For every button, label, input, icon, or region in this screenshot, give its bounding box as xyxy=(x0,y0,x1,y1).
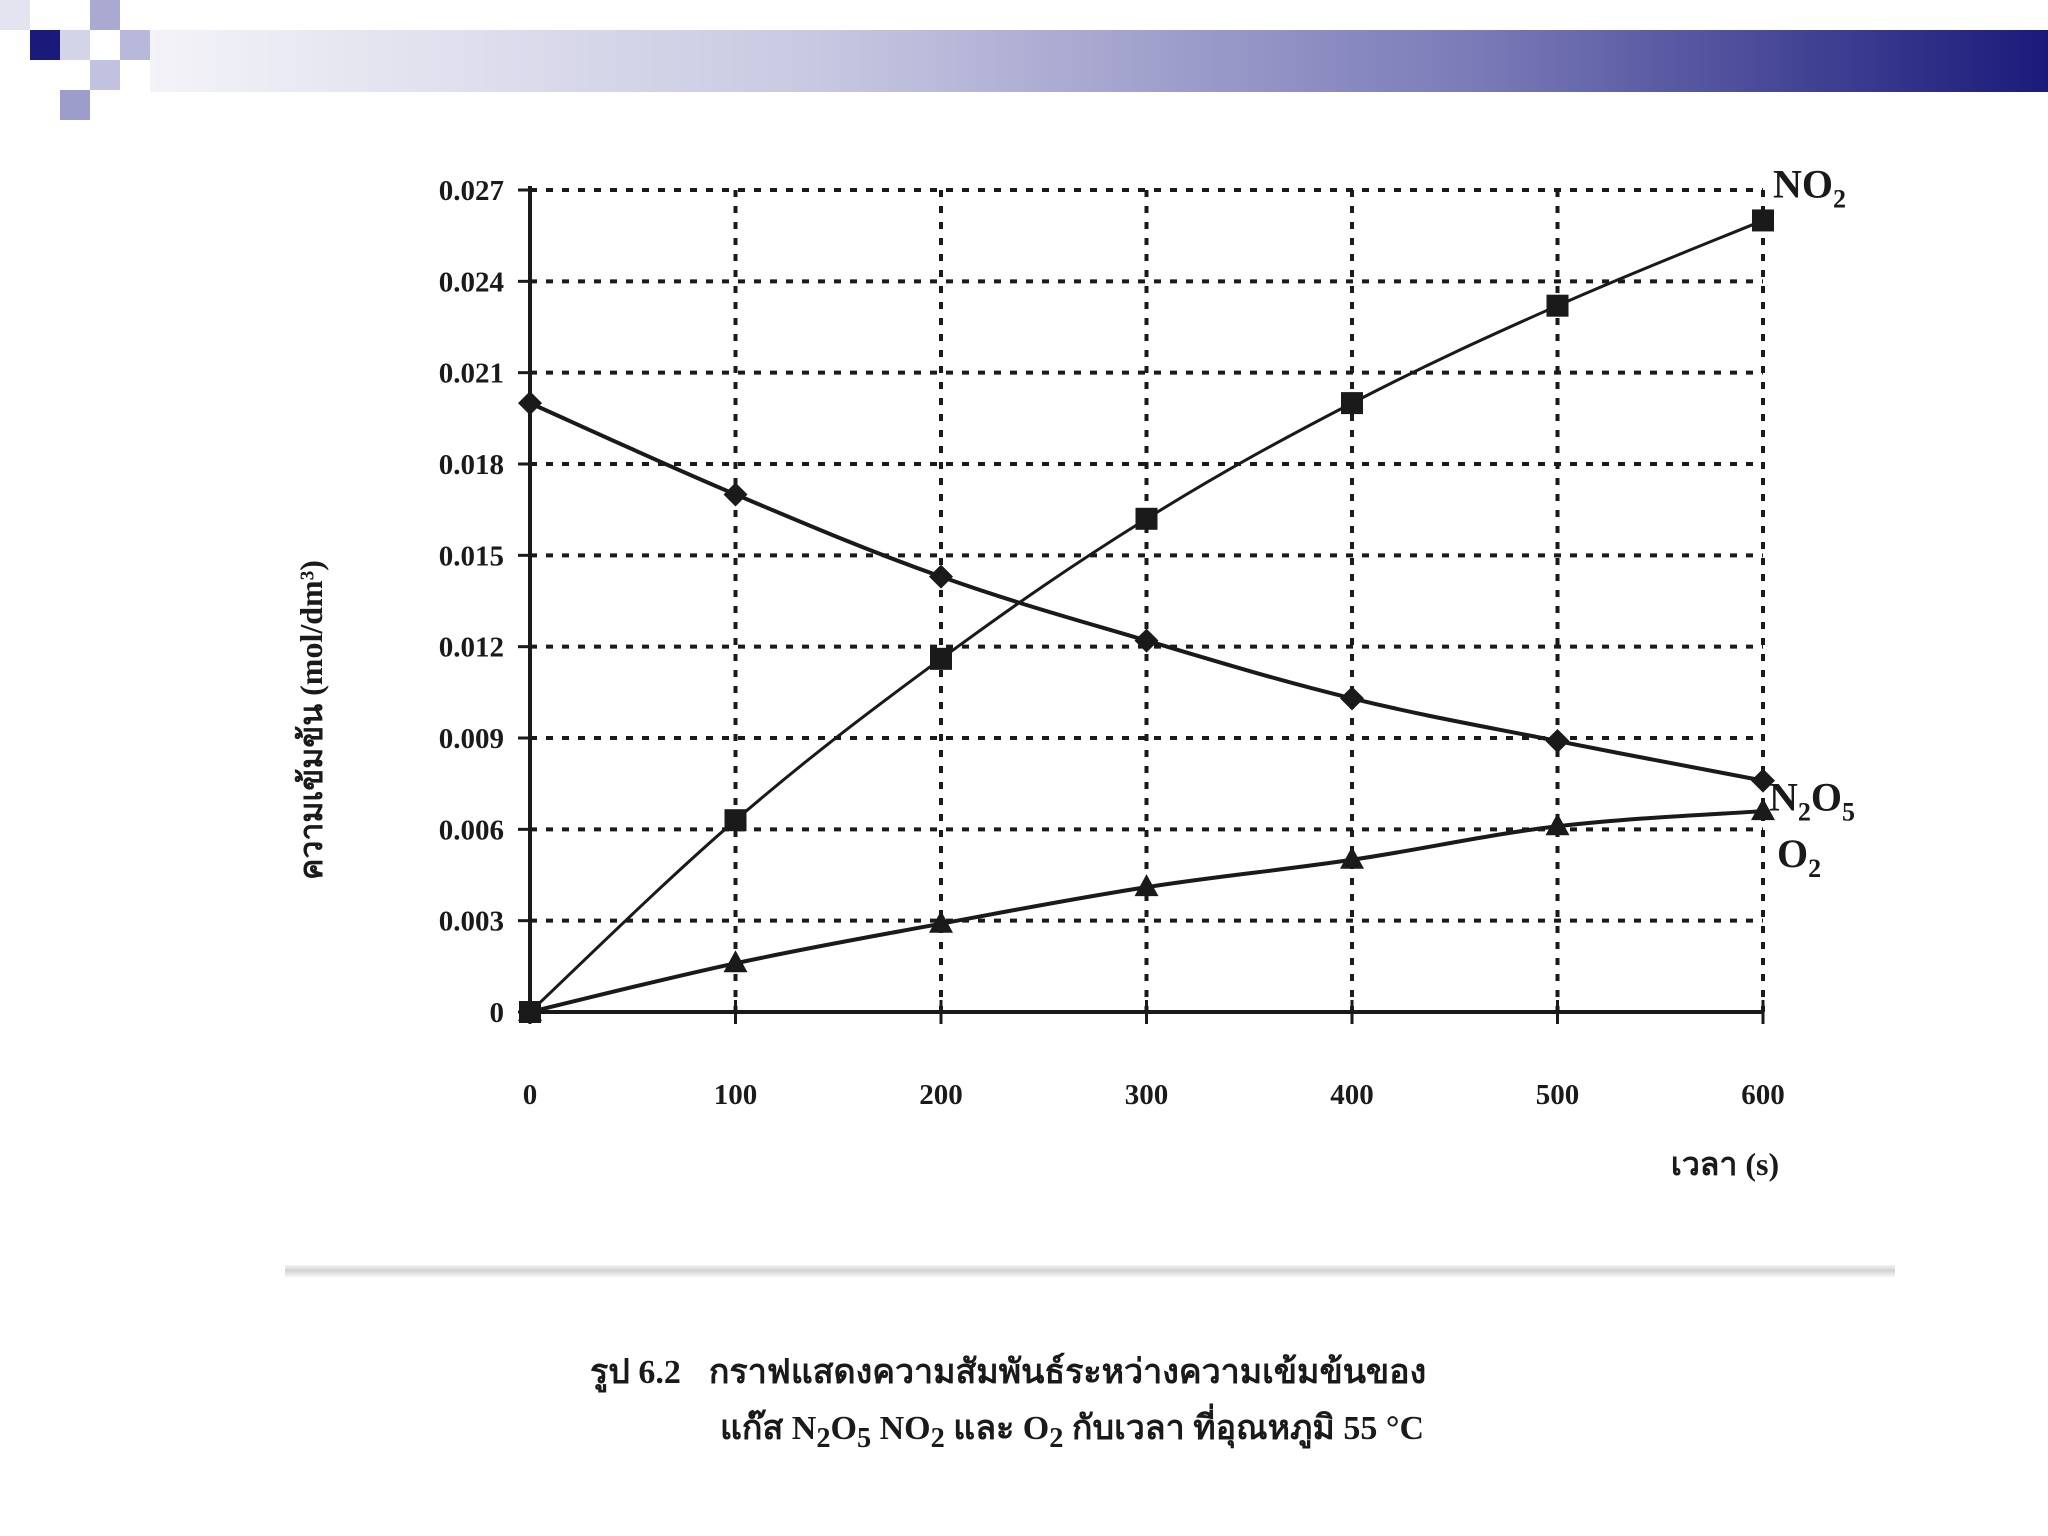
data-point-o2-600 xyxy=(1751,798,1775,821)
figure-caption: รูป 6.2 กราฟแสดงความสัมพันธ์ระหว่างความเข… xyxy=(590,1345,1590,1467)
data-point-no2-200 xyxy=(930,647,952,670)
scan-rule-divider xyxy=(285,1265,1895,1277)
header-square-low xyxy=(60,90,90,120)
y-tick-label-0.015: 0.015 xyxy=(439,540,504,572)
caption-text-1: กราฟแสดงความสัมพันธ์ระหว่างความเข้มข้นขอ… xyxy=(708,1354,1427,1391)
y-tick-label-0.024: 0.024 xyxy=(439,266,504,298)
header-square-low2 xyxy=(90,60,120,90)
series-label-o2: O2 xyxy=(1777,831,1821,883)
y-tick-label-0.018: 0.018 xyxy=(439,449,504,481)
data-point-n2o5-0 xyxy=(518,391,542,416)
y-tick-label-0.006: 0.006 xyxy=(439,814,504,846)
header-square-dark xyxy=(30,30,60,60)
series-label-n2o5: N2O5 xyxy=(1769,775,1855,827)
data-point-o2-500 xyxy=(1545,813,1570,836)
data-point-no2-600 xyxy=(1752,209,1774,232)
data-point-n2o5-400 xyxy=(1340,686,1364,711)
data-point-o2-200 xyxy=(929,910,953,933)
axes xyxy=(518,186,1765,1024)
caption-s4: 2 xyxy=(1049,1422,1064,1454)
caption-t3: NO xyxy=(871,1410,931,1447)
header-gradient-bar xyxy=(150,30,2048,92)
slide-header xyxy=(0,0,2048,130)
x-tick-label-500: 500 xyxy=(1536,1079,1580,1111)
caption-line-1: รูป 6.2 กราฟแสดงความสัมพันธ์ระหว่างความเข… xyxy=(590,1345,1590,1401)
data-point-o2-300 xyxy=(1134,874,1159,897)
x-tick-label-0: 0 xyxy=(523,1079,538,1111)
caption-t2: O xyxy=(830,1410,857,1447)
x-tick-label-100: 100 xyxy=(714,1079,758,1111)
data-point-o2-0 xyxy=(518,999,542,1021)
x-tick-label-300: 300 xyxy=(1125,1079,1169,1111)
data-point-no2-300 xyxy=(1135,507,1158,530)
data-point-n2o5-500 xyxy=(1545,729,1570,754)
x-axis-title: เวลา (s) xyxy=(1671,1146,1779,1182)
data-point-n2o5-100 xyxy=(723,482,748,507)
y-tick-label-0.009: 0.009 xyxy=(439,723,504,755)
x-tick-label-400: 400 xyxy=(1330,1079,1374,1111)
caption-s2: 5 xyxy=(856,1422,872,1454)
figure-number: รูป 6.2 xyxy=(590,1354,681,1391)
caption-t5: กับเวลา ที่อุณหภูมิ 55 °C xyxy=(1063,1410,1424,1447)
header-square-soft xyxy=(120,30,150,60)
data-point-n2o5-600 xyxy=(1751,768,1775,793)
data-point-no2-100 xyxy=(724,809,747,832)
caption-t1: แก๊ส N xyxy=(720,1410,817,1447)
markers xyxy=(518,209,1775,1023)
caption-line-2: แก๊ส N2O5 NO2 และ O2 กับเวลา ที่อุณหภูมิ… xyxy=(590,1401,1590,1467)
data-point-no2-400 xyxy=(1341,392,1363,415)
caption-s3: 2 xyxy=(930,1422,945,1454)
x-tick-label-600: 600 xyxy=(1741,1079,1785,1111)
y-tick-label-0.003: 0.003 xyxy=(439,906,504,938)
data-point-o2-100 xyxy=(723,950,748,973)
header-square-light xyxy=(60,30,90,60)
data-point-n2o5-200 xyxy=(929,564,953,589)
tick-labels: 0 0.003 0.006 0.009 0.012 0.015 0.018 0.021 0.02… xyxy=(439,175,1785,1111)
data-point-n2o5-300 xyxy=(1134,628,1159,653)
y-axis-title: ความเข้มข้น (mol/dm³) xyxy=(293,560,329,880)
y-tick-label-0.027: 0.027 xyxy=(439,175,504,207)
data-point-no2-500 xyxy=(1546,294,1569,317)
series-label-no2: NO2 xyxy=(1773,161,1846,213)
y-tick-label-0.021: 0.021 xyxy=(439,358,504,390)
header-square-pale xyxy=(0,0,30,30)
caption-t4: และ O xyxy=(944,1410,1050,1447)
y-tick-label-0.012: 0.012 xyxy=(439,632,504,664)
data-point-o2-400 xyxy=(1340,846,1364,869)
header-square-mid xyxy=(90,0,120,30)
caption-s1: 2 xyxy=(816,1422,831,1454)
x-tick-label-200: 200 xyxy=(919,1079,963,1111)
y-tick-label-0: 0 xyxy=(490,997,505,1029)
